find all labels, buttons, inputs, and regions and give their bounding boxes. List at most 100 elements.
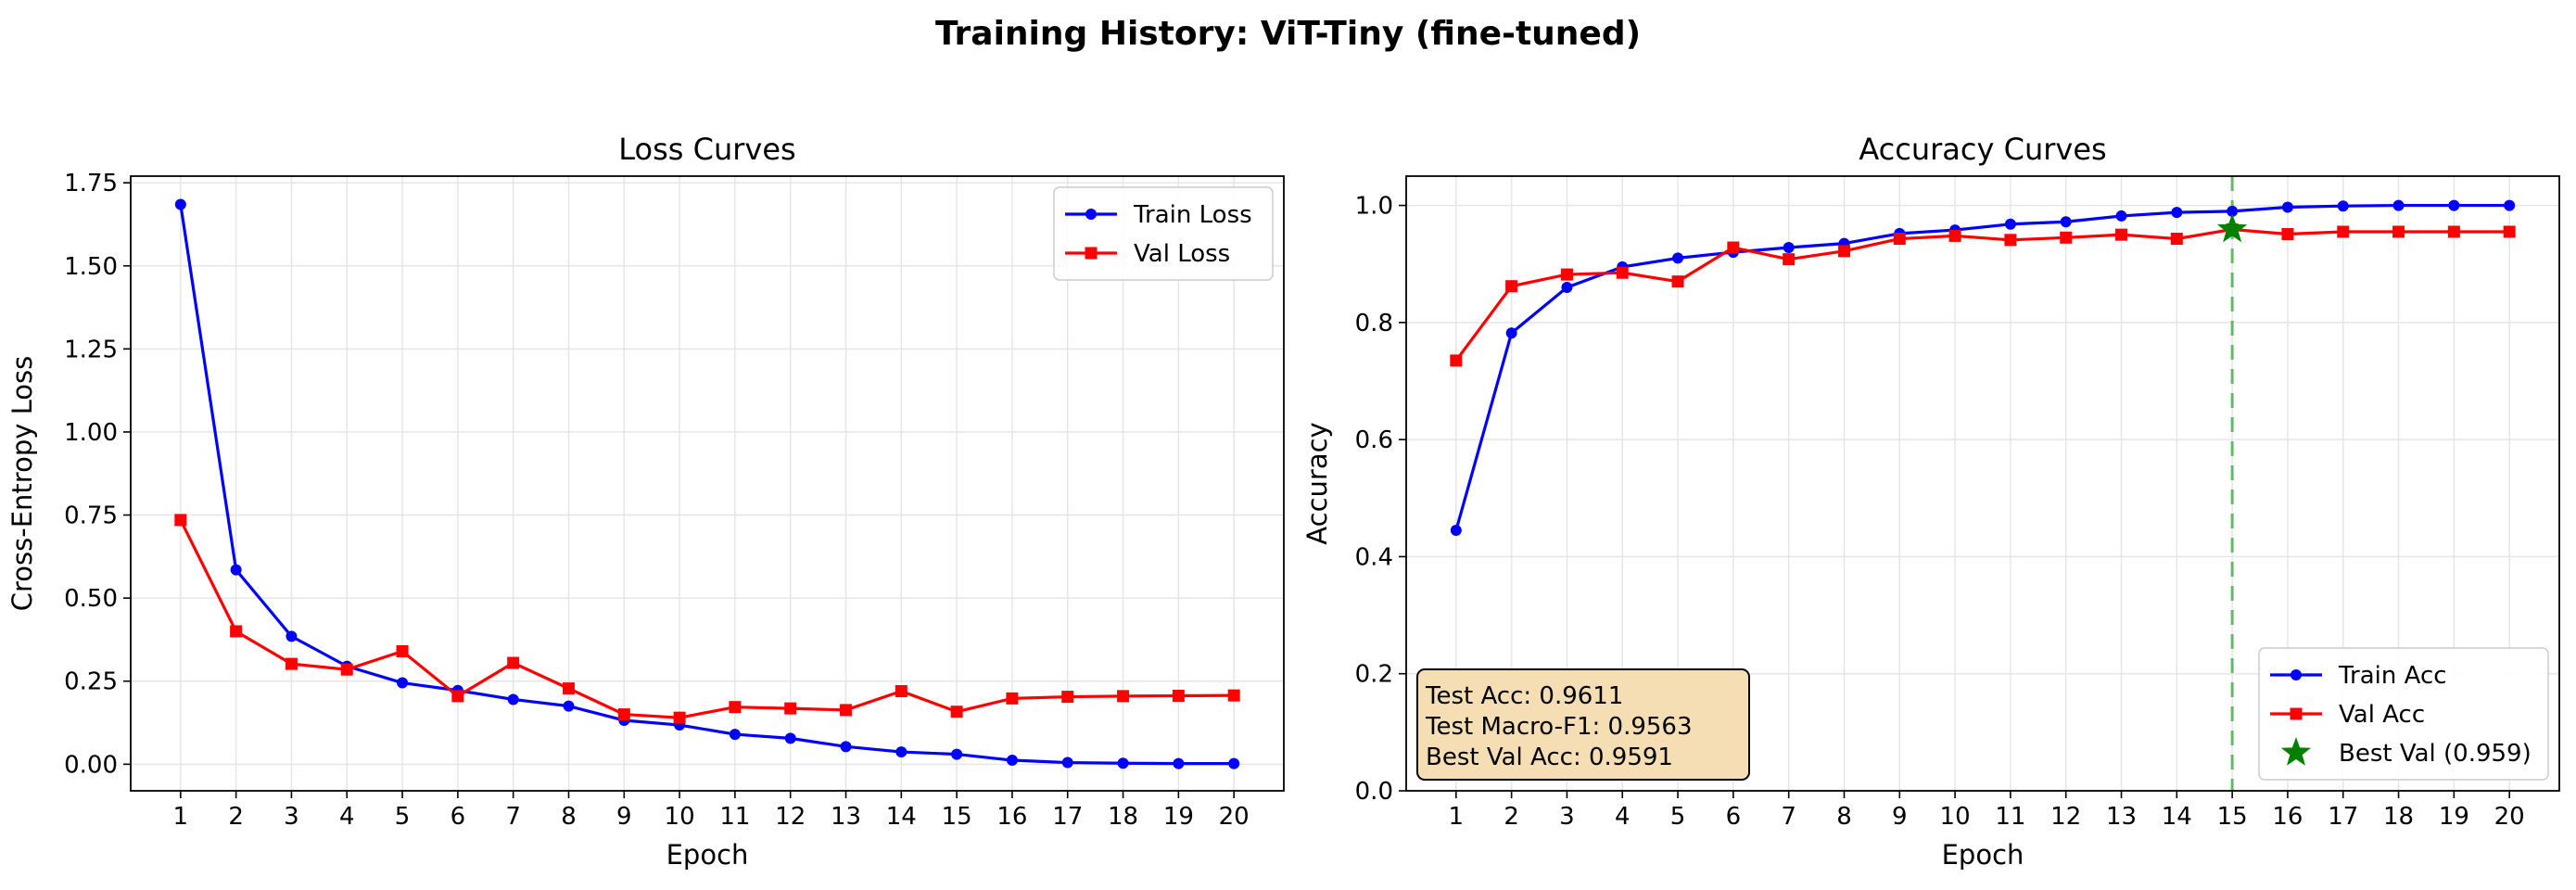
loss-x-tick-label: 4 (339, 803, 355, 831)
accuracy-train-acc-point (2060, 216, 2072, 228)
loss-train-loss-point (1061, 756, 1073, 769)
loss-val-loss-point (784, 702, 797, 715)
accuracy-x-tick-label: 14 (2162, 803, 2192, 831)
accuracy-train-acc-point (2448, 199, 2460, 211)
loss-x-tick-label: 1 (173, 803, 189, 831)
loss-val-loss-point (950, 706, 963, 718)
loss-train-loss-point (1228, 757, 1240, 769)
accuracy-val-acc-point (1450, 354, 1463, 367)
loss-x-tick-label: 20 (1219, 803, 1250, 831)
loss-chart: 1 2 3 4 5 6 7 8 9 10 11 12 13 14 15 16 17 18 19 200.000.250… (6, 132, 1285, 871)
loss-legend-label-val-loss: Val Loss (1134, 240, 1230, 268)
loss-x-tick-label: 15 (942, 803, 972, 831)
loss-x-tick-label: 7 (505, 803, 521, 831)
accuracy-val-acc-point (1671, 275, 1684, 288)
loss-train-loss-line (179, 204, 1235, 766)
accuracy-val-acc-point (2392, 225, 2405, 238)
accuracy-axes-frame (1405, 175, 2560, 792)
accuracy-val-acc-point (2115, 228, 2128, 241)
loss-val-loss-point (1117, 690, 1130, 703)
loss-axes-frame (130, 175, 1285, 792)
loss-y-tick-label: 0.75 (64, 502, 118, 530)
loss-legend-marker-train-loss (1085, 209, 1097, 220)
accuracy-legend-marker-val-acc (2290, 707, 2303, 720)
loss-train-loss-point (1006, 755, 1018, 767)
loss-y-tick-label: 1.50 (64, 253, 118, 281)
accuracy-legend: Train Acc Val Acc Best Val (0.959) (2258, 647, 2549, 781)
accuracy-legend-label-train-acc: Train Acc (2338, 662, 2447, 690)
accuracy-y-tick-label: 1.0 (1355, 193, 1393, 221)
loss-x-tick-label: 17 (1052, 803, 1083, 831)
accuracy-annotation: Test Acc: 0.9611 Test Macro-F1: 0.9563 Bes… (1416, 668, 1750, 781)
loss-legend-box (1053, 186, 1274, 281)
accuracy-y-tick-label: 0.0 (1355, 778, 1393, 806)
accuracy-train-acc-point (1505, 327, 1517, 339)
accuracy-val-acc-point (1560, 268, 1573, 281)
loss-val-loss-point (507, 656, 520, 669)
loss-val-loss-point (1227, 689, 1240, 702)
loss-val-loss-point (340, 663, 353, 676)
loss-train-loss-point (174, 198, 186, 210)
loss-train-loss-point (286, 630, 298, 642)
loss-val-loss-point (840, 704, 853, 717)
figure-title: Training History: ViT-Tiny (fine-tuned) (935, 15, 1641, 53)
loss-train-loss-point (729, 729, 741, 741)
accuracy-legend-label-best-val-0-959-: Best Val (0.959) (2339, 740, 2532, 768)
accuracy-best-val-star (2216, 213, 2248, 243)
accuracy-y-tick-label: 0.2 (1355, 661, 1393, 689)
loss-val-loss-point (1006, 692, 1019, 705)
loss-val-loss-point (1061, 691, 1074, 704)
accuracy-x-tick-label: 4 (1615, 803, 1631, 831)
accuracy-annotation-line: Best Val Acc: 0.9591 (1426, 744, 1673, 771)
accuracy-val-acc-point (1616, 266, 1629, 279)
accuracy-train-acc-point (2504, 199, 2516, 211)
accuracy-val-acc-point (2004, 234, 2017, 247)
accuracy-legend-marker-train-acc (2290, 669, 2302, 680)
loss-y-tick-label: 0.50 (64, 585, 118, 613)
loss-train-loss-point (784, 732, 796, 744)
loss-x-tick-label: 16 (996, 803, 1027, 831)
accuracy-x-tick-label: 16 (2272, 803, 2303, 831)
loss-x-tick-label: 19 (1163, 803, 1194, 831)
accuracy-x-tick-label: 5 (1670, 803, 1686, 831)
accuracy-chart: 1 2 3 4 5 6 7 8 9 10 11 12 13 14 15 16 17 18 19 200.00.20.4… (1301, 132, 2560, 871)
loss-train-loss-point (840, 741, 852, 753)
accuracy-x-tick-label: 17 (2328, 803, 2358, 831)
accuracy-train-acc-point (2337, 200, 2349, 212)
loss-legend-label-train-loss: Train Loss (1133, 201, 1252, 229)
accuracy-val-acc-point (2337, 225, 2350, 238)
accuracy-x-tick-label: 1 (1449, 803, 1465, 831)
accuracy-val-acc-point (2503, 225, 2516, 238)
loss-val-loss-point (562, 682, 575, 695)
accuracy-val-acc-point (2170, 233, 2183, 246)
loss-x-tick-label: 8 (561, 803, 577, 831)
accuracy-legend-label-val-acc: Val Acc (2339, 701, 2425, 729)
accuracy-x-tick-label: 12 (2050, 803, 2081, 831)
accuracy-train-acc-line (1454, 203, 2510, 531)
accuracy-val-acc-point (1893, 233, 1906, 246)
accuracy-y-tick-label: 0.6 (1355, 426, 1393, 454)
loss-x-tick-label: 13 (831, 803, 861, 831)
loss-x-tick-label: 2 (228, 803, 244, 831)
accuracy-x-axis-label: Epoch (1942, 839, 2024, 871)
accuracy-x-tick-label: 13 (2106, 803, 2137, 831)
accuracy-val-acc-point (1727, 241, 1740, 254)
loss-val-loss-point (895, 684, 907, 697)
loss-val-loss-point (617, 708, 630, 721)
loss-x-tick-label: 9 (616, 803, 632, 831)
accuracy-x-tick-label: 15 (2217, 803, 2248, 831)
loss-train-loss-point (397, 677, 409, 689)
loss-train-loss-point (1117, 757, 1129, 769)
accuracy-x-tick-label: 11 (1995, 803, 2025, 831)
loss-legend-marker-val-loss (1085, 247, 1098, 260)
accuracy-val-acc-point (2447, 225, 2460, 238)
loss-train-loss-point (507, 693, 519, 706)
loss-chart-title: Loss Curves (618, 132, 795, 167)
loss-x-tick-label: 10 (665, 803, 695, 831)
loss-x-tick-label: 11 (719, 803, 750, 831)
accuracy-legend-marker-best-val-0-959- (2280, 737, 2312, 766)
accuracy-legend-box (2258, 647, 2549, 781)
accuracy-x-tick-label: 8 (1836, 803, 1852, 831)
loss-train-loss-point (951, 748, 963, 760)
accuracy-val-acc-point (1505, 280, 1518, 293)
